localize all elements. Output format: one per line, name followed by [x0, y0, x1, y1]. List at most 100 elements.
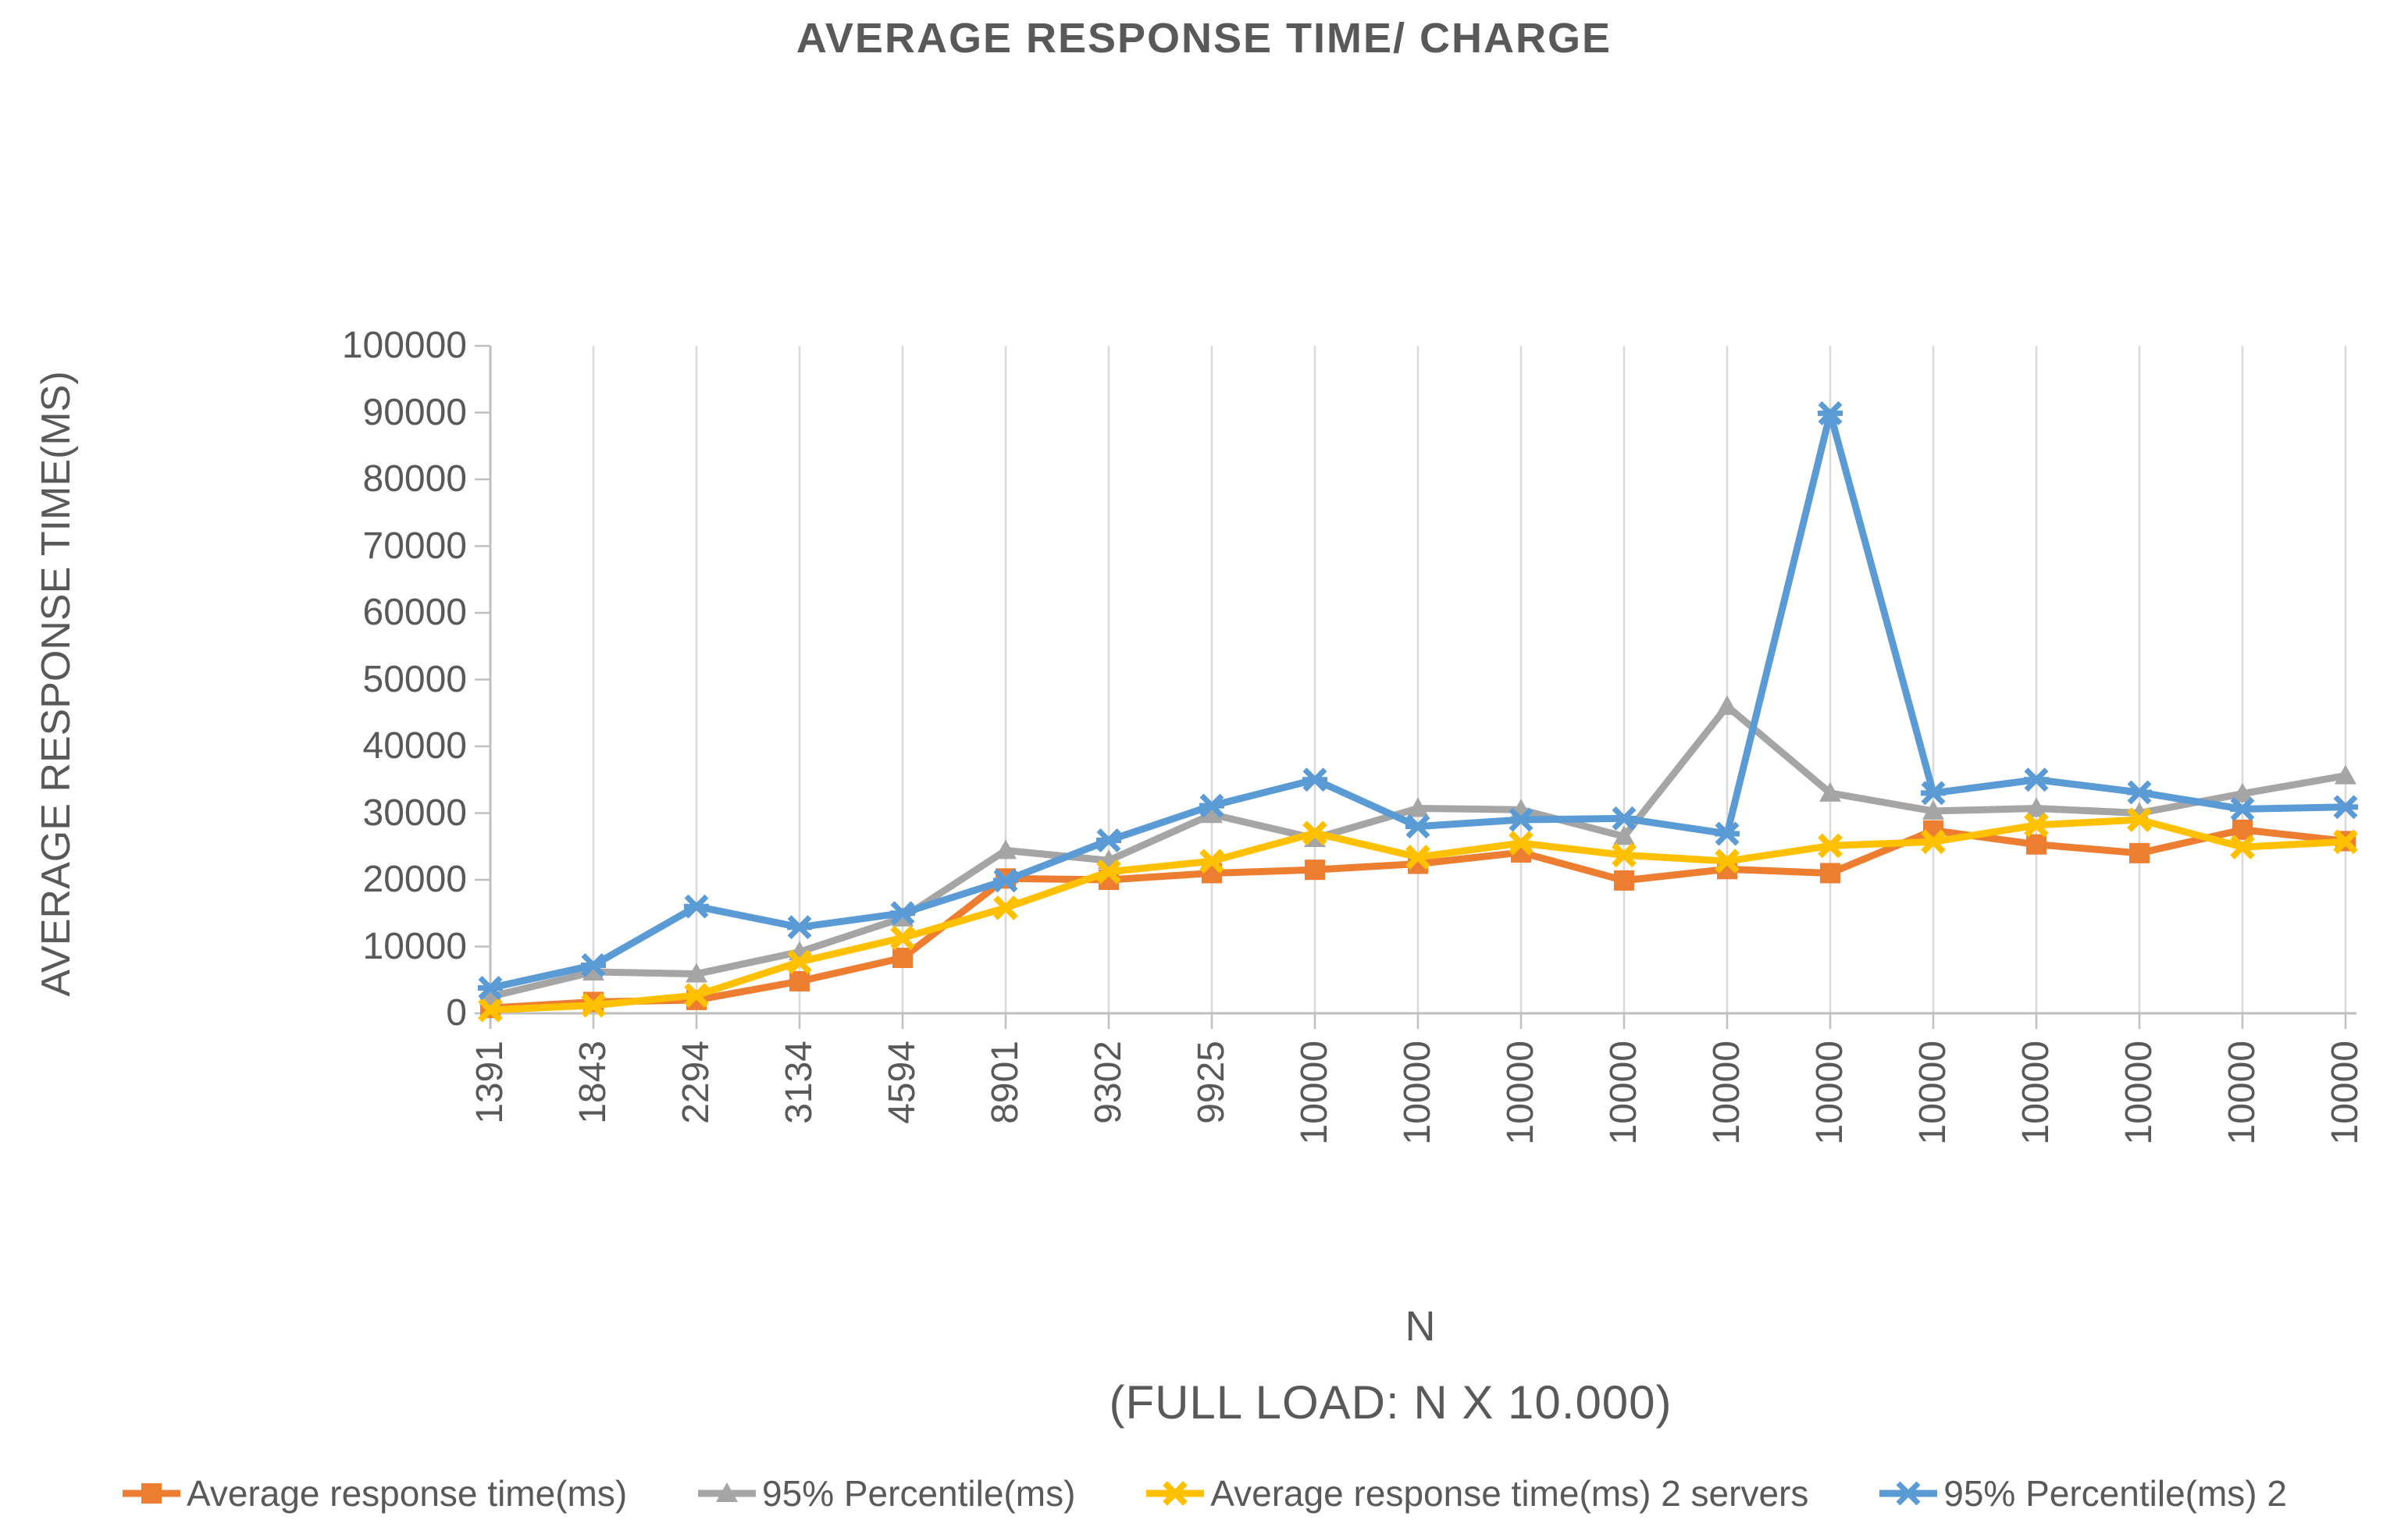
data-point-marker-triangle [1922, 799, 1944, 820]
y-tick-label: 100000 [341, 325, 467, 366]
data-point-marker-x [581, 992, 606, 1018]
data-point-marker-asterisk [1302, 767, 1327, 792]
data-point-marker-asterisk [478, 976, 503, 1000]
data-point-marker-square [1820, 863, 1840, 884]
x-tick-label: 10000 [1706, 1041, 1747, 1145]
x-tick-label: 9925 [1191, 1041, 1232, 1124]
x-tick-label: 10000 [2015, 1041, 2057, 1145]
legend-marker-square-icon [123, 1483, 180, 1504]
data-point-marker-asterisk [2127, 780, 2152, 805]
data-point-marker-triangle [1716, 695, 1738, 715]
data-point-marker-asterisk [993, 868, 1018, 893]
data-point-marker-x [890, 925, 915, 951]
data-point-marker-square [892, 948, 913, 969]
data-point-marker-square [1614, 870, 1634, 891]
data-point-marker-asterisk [581, 952, 606, 977]
legend-label: Average response time(ms) [187, 1473, 628, 1514]
series-95-percentile-ms-2 [478, 400, 2358, 1000]
data-point-marker-asterisk [890, 901, 915, 926]
x-tick-label: 8901 [985, 1041, 1026, 1124]
y-tick-label: 40000 [362, 725, 467, 767]
x-axis-subtitle: (FULL LOAD: N X 10.000) [1109, 1376, 1672, 1429]
data-point-marker-x [1096, 859, 1121, 884]
legend-marker-x-icon [1146, 1481, 1205, 1506]
plot-area [475, 344, 2358, 1029]
y-tick-label: 30000 [362, 792, 467, 834]
data-point-marker-square [2129, 842, 2150, 863]
data-point-marker-asterisk [2333, 795, 2358, 820]
x-tick-label: 10000 [2221, 1041, 2263, 1145]
data-point-marker-asterisk [1818, 400, 1843, 425]
data-point-marker-triangle [2025, 797, 2047, 817]
x-tick-label: 9302 [1088, 1041, 1129, 1124]
series-average-response-time-ms-2-servers [478, 807, 2358, 1023]
x-tick-label: 10000 [2324, 1041, 2366, 1145]
data-point-marker-triangle [582, 960, 604, 981]
legend: Average response time(ms) 95% Percentile(… [0, 1472, 2408, 1514]
data-point-marker-x [1509, 831, 1533, 856]
data-point-marker-triangle [1407, 797, 1429, 817]
x-tick-label: 10000 [1809, 1041, 1851, 1145]
data-point-marker-asterisk [2230, 796, 2255, 821]
x-tick-label: 1843 [572, 1041, 614, 1124]
data-point-marker-asterisk [1921, 781, 1946, 806]
data-point-marker-square [141, 1483, 162, 1504]
data-point-marker-square [789, 970, 810, 991]
data-point-marker-x [2230, 835, 2255, 860]
data-point-marker-x [1405, 845, 1430, 870]
x-tick-label: 10000 [1294, 1041, 1335, 1145]
data-point-marker-square [1305, 860, 1325, 881]
data-point-marker-x [1612, 842, 1637, 868]
x-tick-label: 4594 [882, 1041, 923, 1124]
x-tick-label: 10000 [2118, 1041, 2160, 1145]
data-point-marker-x [1715, 849, 1740, 874]
x-tick-label: 1391 [469, 1041, 511, 1124]
chart-title: AVERAGE RESPONSE TIME/ CHARGE [796, 15, 1612, 62]
x-tick-label: 10000 [1912, 1041, 1954, 1145]
data-point-marker-asterisk [1715, 821, 1740, 846]
y-tick-label: 20000 [362, 859, 467, 900]
data-point-marker-triangle [2232, 782, 2253, 803]
data-point-marker-asterisk [1896, 1481, 1922, 1506]
legend-item: 95% Percentile(ms) 2 [1878, 1472, 2287, 1514]
x-tick-label: 3134 [778, 1041, 820, 1124]
data-point-marker-triangle [686, 963, 707, 983]
y-tick-label: 50000 [362, 658, 467, 700]
legend-marker-asterisk-icon [1879, 1481, 1938, 1506]
legend-item: Average response time(ms) 2 servers [1145, 1472, 1808, 1514]
data-point-marker-x [2127, 807, 2152, 832]
data-point-marker-asterisk [1612, 806, 1637, 831]
legend-item: 95% Percentile(ms) [696, 1472, 1075, 1514]
x-tick-label: 10000 [1603, 1041, 1644, 1145]
legend-marker-triangle-icon [698, 1482, 757, 1502]
data-point-marker-asterisk [1509, 807, 1533, 832]
y-axis-title: AVERAGE RESPONSE TIME(MS) [34, 371, 79, 997]
data-point-marker-x [1199, 849, 1224, 874]
data-point-marker-x [1818, 833, 1843, 859]
legend-label: 95% Percentile(ms) [762, 1473, 1076, 1514]
data-point-marker-asterisk [684, 894, 709, 919]
data-point-marker-x [1302, 820, 1327, 845]
data-point-marker-x [787, 949, 812, 974]
data-point-marker-x [1921, 829, 1946, 855]
data-point-marker-x [2333, 829, 2358, 855]
y-tick-label: 70000 [362, 525, 467, 567]
data-point-marker-triangle [1819, 781, 1841, 802]
data-point-marker-x [993, 895, 1018, 920]
y-tick-label: 60000 [362, 592, 467, 633]
y-tick-label: 80000 [362, 458, 467, 500]
legend-item: Average response time(ms) [121, 1472, 627, 1514]
data-point-marker-asterisk [1199, 793, 1224, 818]
data-point-marker-triangle [716, 1482, 739, 1502]
x-axis-title: N [1405, 1303, 1436, 1350]
data-point-marker-asterisk [787, 915, 812, 940]
data-point-marker-square [2026, 834, 2046, 855]
legend-label: 95% Percentile(ms) 2 [1943, 1473, 2287, 1514]
data-point-marker-asterisk [2024, 767, 2049, 792]
data-point-marker-x [1163, 1481, 1188, 1506]
y-tick-label: 0 [446, 992, 467, 1034]
data-point-marker-asterisk [1096, 828, 1121, 853]
x-tick-label: 2294 [675, 1041, 717, 1124]
data-point-marker-triangle [2335, 764, 2356, 785]
